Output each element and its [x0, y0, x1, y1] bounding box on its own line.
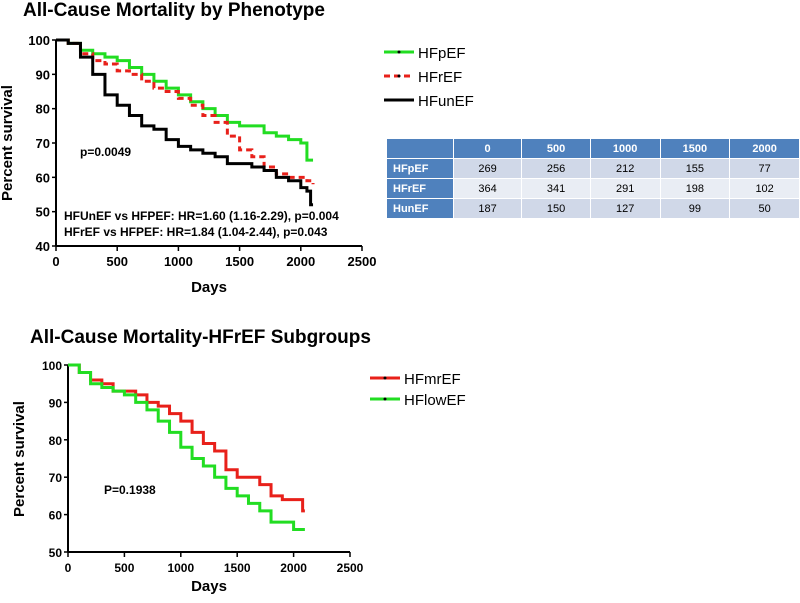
x-tick-label: 1500: [224, 561, 251, 575]
table-cell: 102: [729, 178, 800, 199]
table-cell: 77: [729, 158, 800, 179]
number-at-risk-table: 0 500 1000 1500 2000 HFpEF 269 256 212 1…: [386, 138, 800, 219]
x-tick-label: 2000: [280, 561, 307, 575]
p-value-annotation: P=0.1938: [104, 483, 156, 497]
chart-title: All-Cause Mortality by Phenotype: [23, 0, 325, 21]
legend: HFpEF HFrEF HFunEF: [384, 45, 474, 110]
table-cell: 99: [659, 198, 731, 219]
table-cell: 198: [659, 178, 731, 199]
table-cell: 212: [589, 158, 661, 179]
hr-annotation-hfref: HFrEF vs HFPEF: HR=1.84 (1.04-2.44), p=0…: [64, 225, 328, 239]
series-line-hfref: [56, 38, 315, 185]
legend-label-hfref: HFrEF: [418, 69, 462, 86]
y-tick-label: 60: [36, 170, 50, 185]
chart-phenotype: All-Cause Mortality by Phenotype Percent…: [0, 0, 474, 296]
y-tick-label: 90: [36, 67, 50, 82]
x-tick-label: 2500: [348, 254, 377, 269]
y-axis-title: Percent survival: [0, 85, 16, 201]
chart-title: All-Cause Mortality-HFrEF Subgroups: [30, 327, 371, 348]
x-axis-title: Days: [191, 279, 227, 296]
table-cell: 364: [452, 178, 523, 199]
y-tick-label: 100: [28, 33, 50, 48]
table-cell: 127: [589, 198, 661, 219]
y-tick-label: 50: [49, 546, 63, 560]
legend-label-hflowef: HFlowEF: [404, 392, 466, 409]
x-tick-label: 2000: [286, 254, 315, 269]
series-line-hflowef: [68, 363, 305, 532]
table-header-cell: 1000: [589, 138, 661, 159]
table-header-cell: 2000: [729, 138, 800, 159]
legend-label-hfunef: HFunEF: [418, 93, 474, 110]
x-tick-label: 1500: [225, 254, 254, 269]
legend-marker: [397, 98, 401, 102]
y-tick-label: 50: [36, 205, 50, 220]
y-tick-label: 70: [36, 136, 50, 151]
table-cell: 256: [521, 158, 591, 179]
y-tick-label: 80: [49, 434, 63, 448]
legend: HFmrEF HFlowEF: [370, 371, 466, 409]
y-tick-label: 70: [49, 471, 63, 485]
x-tick-label: 1000: [164, 254, 193, 269]
table-row: HFrEF 364 341 291 198 102: [386, 178, 800, 199]
series-line-hfpef: [56, 38, 314, 162]
chart-hfref-subgroups: All-Cause Mortality-HFrEF Subgroups Perc…: [11, 327, 466, 595]
x-tick-label: 0: [52, 254, 59, 269]
table-cell: 150: [521, 198, 591, 219]
table-cell: 341: [521, 178, 591, 199]
table-row: HFpEF 269 256 212 155 77: [386, 158, 800, 179]
x-tick-label: 500: [114, 561, 134, 575]
hr-annotation-hfunef: HFUnEF vs HFPEF: HR=1.60 (1.16-2.29), p=…: [64, 209, 339, 223]
x-tick-label: 2500: [337, 561, 364, 575]
table-header-cell: 500: [521, 138, 591, 159]
row-label: HFrEF: [386, 178, 454, 199]
table-header-cell: 0: [452, 138, 523, 159]
table-cell: 269: [452, 158, 523, 179]
legend-marker: [383, 397, 387, 401]
y-tick-label: 90: [49, 396, 63, 410]
y-tick-label: 100: [42, 359, 62, 373]
y-tick-label: 60: [49, 509, 63, 523]
legend-marker: [397, 74, 401, 78]
x-tick-label: 0: [65, 561, 72, 575]
table-row: HunEF 187 150 127 99 50: [386, 198, 800, 219]
table-cell: 187: [452, 198, 523, 219]
survival-lines: [56, 38, 315, 207]
legend-marker: [383, 376, 387, 380]
row-label: HFpEF: [386, 158, 454, 179]
legend-label-hfmref: HFmrEF: [404, 371, 461, 388]
y-tick-label: 80: [36, 102, 50, 117]
legend-marker: [397, 50, 401, 54]
y-tick-label: 40: [36, 239, 50, 254]
survival-lines: [68, 363, 305, 532]
table-cell: 291: [589, 178, 661, 199]
table-cell: 155: [659, 158, 731, 179]
table-header-cell: [386, 138, 454, 159]
p-value-annotation: p=0.0049: [80, 145, 131, 159]
x-tick-label: 500: [106, 254, 128, 269]
table-header-cell: 1500: [659, 138, 731, 159]
row-label: HunEF: [386, 198, 454, 219]
x-tick-label: 1000: [167, 561, 194, 575]
table-header-row: 0 500 1000 1500 2000: [386, 138, 800, 159]
table-cell: 50: [729, 198, 800, 219]
legend-label-hfpef: HFpEF: [418, 45, 466, 62]
y-axis-title: Percent survival: [11, 401, 28, 517]
series-line-hfunef: [56, 38, 314, 207]
series-line-hfmref: [68, 363, 305, 513]
x-axis-title: Days: [191, 578, 227, 595]
